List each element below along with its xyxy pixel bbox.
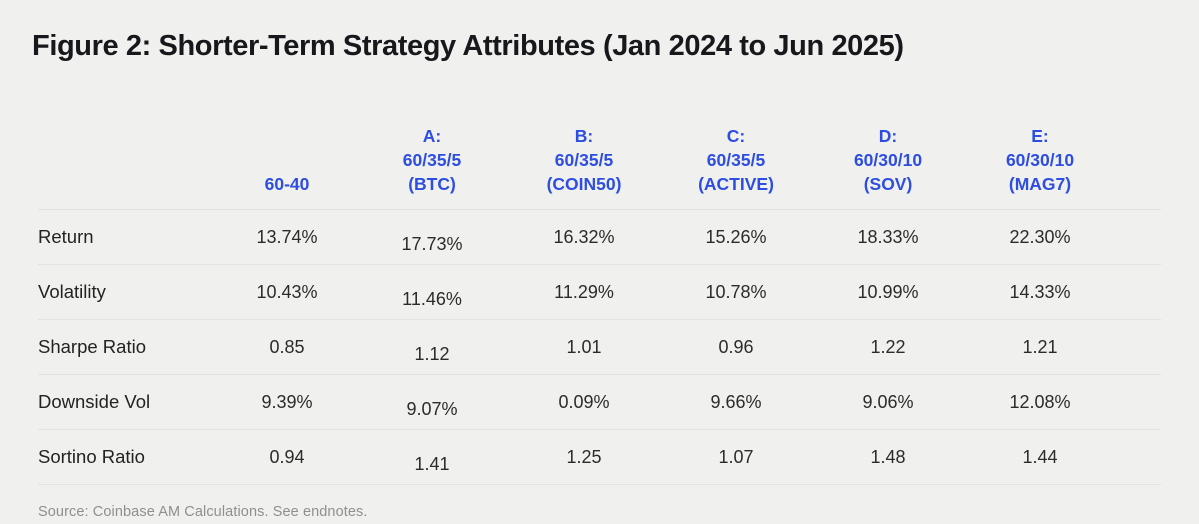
cell-value: 9.06%: [812, 374, 964, 430]
table-header: 60-40 A: 60/35/5 (BTC) B: 60/35/5 (COIN5…: [38, 65, 1161, 210]
header-line: 60/35/5: [554, 150, 614, 170]
table-row-downside-vol: Downside Vol 9.39% 9.07% 0.09% 9.66% 9.0…: [38, 374, 1161, 430]
header-c-active: C: 60/35/5 (ACTIVE): [660, 65, 812, 210]
table-row-sortino-ratio: Sortino Ratio 0.94 1.41 1.25 1.07 1.48 1…: [38, 429, 1161, 485]
header-line: D:: [878, 126, 898, 146]
table-row-sharpe-ratio: Sharpe Ratio 0.85 1.12 1.01 0.96 1.22 1.…: [38, 319, 1161, 375]
cell-value: 1.48: [812, 429, 964, 485]
cell-value: 1.12: [356, 319, 508, 375]
header-line: 60/30/10: [853, 150, 923, 170]
header-e-mag7: E: 60/30/10 (MAG7): [964, 65, 1116, 210]
source-note: Source: Coinbase AM Calculations. See en…: [38, 504, 368, 520]
cell-value: 1.41: [356, 429, 508, 485]
cell-value: 0.94: [218, 429, 356, 485]
table-body: Return 13.74% 17.73% 16.32% 15.26% 18.33…: [38, 209, 1161, 485]
cell-value: 18.33%: [812, 209, 964, 265]
header-empty-cell: [38, 65, 218, 210]
row-spacer: [1116, 429, 1161, 485]
cell-value: 9.66%: [660, 374, 812, 430]
header-b-coin50: B: 60/35/5 (COIN50): [508, 65, 660, 210]
cell-value: 16.32%: [508, 209, 660, 265]
row-label: Sortino Ratio: [38, 429, 218, 485]
strategy-attributes-table: 60-40 A: 60/35/5 (BTC) B: 60/35/5 (COIN5…: [38, 65, 1161, 485]
cell-value: 9.39%: [218, 374, 356, 430]
cell-value: 1.44: [964, 429, 1116, 485]
row-label: Return: [38, 209, 218, 265]
cell-value: 1.22: [812, 319, 964, 375]
header-line: C:: [726, 126, 746, 146]
header-line: (MAG7): [1008, 174, 1072, 194]
cell-value: 0.85: [218, 319, 356, 375]
cell-value: 14.33%: [964, 264, 1116, 320]
row-spacer: [1116, 209, 1161, 265]
header-spacer: [1116, 65, 1161, 210]
header-line: B:: [574, 126, 594, 146]
cell-value: 17.73%: [356, 209, 508, 265]
cell-value: 12.08%: [964, 374, 1116, 430]
row-spacer: [1116, 319, 1161, 375]
cell-value: 10.99%: [812, 264, 964, 320]
header-line: (SOV): [863, 174, 913, 194]
header-line: (BTC): [408, 174, 456, 194]
cell-value: 15.26%: [660, 209, 812, 265]
cell-value: 0.96: [660, 319, 812, 375]
cell-value: 0.09%: [508, 374, 660, 430]
table-row-volatility: Volatility 10.43% 11.46% 11.29% 10.78% 1…: [38, 264, 1161, 320]
row-label: Sharpe Ratio: [38, 319, 218, 375]
header-row: 60-40 A: 60/35/5 (BTC) B: 60/35/5 (COIN5…: [38, 65, 1161, 210]
header-a-btc: A: 60/35/5 (BTC): [356, 65, 508, 210]
cell-value: 10.78%: [660, 264, 812, 320]
cell-value: 13.74%: [218, 209, 356, 265]
table-row-return: Return 13.74% 17.73% 16.32% 15.26% 18.33…: [38, 209, 1161, 265]
header-line: (COIN50): [546, 174, 622, 194]
figure-title: Figure 2: Shorter-Term Strategy Attribut…: [32, 30, 904, 62]
header-line: 60/35/5: [402, 150, 462, 170]
cell-value: 1.01: [508, 319, 660, 375]
header-line: 60-40: [264, 174, 310, 194]
cell-value: 22.30%: [964, 209, 1116, 265]
cell-value: 10.43%: [218, 264, 356, 320]
row-label: Downside Vol: [38, 374, 218, 430]
cell-value: 1.07: [660, 429, 812, 485]
row-spacer: [1116, 264, 1161, 320]
header-line: 60/30/10: [1005, 150, 1075, 170]
cell-value: 9.07%: [356, 374, 508, 430]
cell-value: 1.21: [964, 319, 1116, 375]
cell-value: 11.29%: [508, 264, 660, 320]
header-line: A:: [422, 126, 442, 146]
cell-value: 11.46%: [356, 264, 508, 320]
header-line: 60/35/5: [706, 150, 766, 170]
cell-value: 1.25: [508, 429, 660, 485]
row-spacer: [1116, 374, 1161, 430]
header-line: E:: [1031, 126, 1049, 146]
header-line: (ACTIVE): [698, 174, 774, 194]
header-d-sov: D: 60/30/10 (SOV): [812, 65, 964, 210]
header-60-40: 60-40: [218, 65, 356, 210]
row-label: Volatility: [38, 264, 218, 320]
